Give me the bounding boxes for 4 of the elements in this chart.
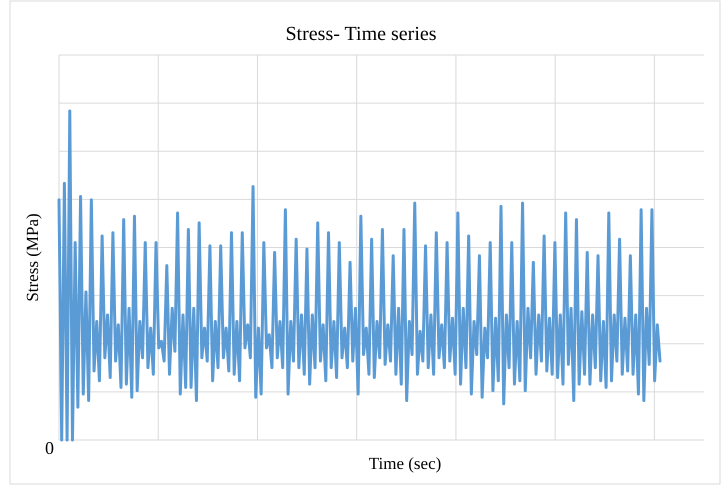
chart-title: Stress- Time series — [285, 23, 437, 45]
y-axis-title: Stress (MPa) — [23, 213, 42, 302]
x-axis-title: Time (sec) — [368, 454, 442, 473]
text: 0 — [45, 438, 54, 458]
